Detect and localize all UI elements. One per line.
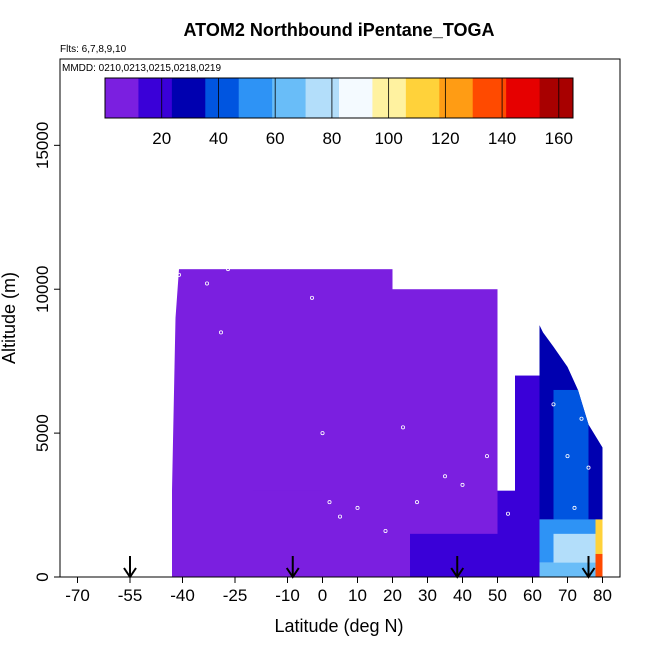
colorbar-tick-label: 20 xyxy=(152,129,171,148)
colorbar: 20 40 60 80 100 120 140 160 xyxy=(104,77,574,148)
colorbar-swatch xyxy=(372,78,407,118)
colorbar-swatch xyxy=(171,78,206,118)
x-tick-label: 50 xyxy=(488,586,507,605)
y-tick-label: 15000 xyxy=(33,122,52,169)
x-tick-label: -40 xyxy=(170,586,195,605)
y-axis: 0 5000 10000 15000 xyxy=(33,122,60,582)
dates-note: MMDD: 0210,0213,0215,0218,0219 xyxy=(62,63,221,74)
x-tick-label: 30 xyxy=(418,586,437,605)
sample-point xyxy=(572,505,577,510)
colorbar-swatch xyxy=(138,78,173,118)
sample-point xyxy=(565,454,570,459)
sample-point xyxy=(309,295,314,300)
x-tick-label: -10 xyxy=(275,586,300,605)
x-tick-label: 10 xyxy=(348,586,367,605)
colorbar-tick-label: 40 xyxy=(209,129,228,148)
colorbar-swatch xyxy=(539,78,574,118)
heatmap-cell xyxy=(392,289,498,577)
plot-frame xyxy=(59,58,621,578)
colorbar-tick-label: 60 xyxy=(266,129,285,148)
x-tick-label: 60 xyxy=(523,586,542,605)
x-axis: -70 -55 -40 -25 -10 0 10 20 30 40 50 60 70 80 xyxy=(65,577,612,605)
x-tick-label: 20 xyxy=(383,586,402,605)
sample-point xyxy=(327,500,332,505)
sample-point xyxy=(414,500,419,505)
colorbar-tick-label: 100 xyxy=(374,129,402,148)
sample-point xyxy=(579,416,584,421)
sample-point xyxy=(355,505,360,510)
x-tick-label: -70 xyxy=(65,586,90,605)
chart-title: ATOM2 Northbound iPentane_TOGA xyxy=(183,20,494,40)
sample-point xyxy=(460,482,465,487)
colorbar-swatch xyxy=(339,78,373,118)
y-tick-label: 0 xyxy=(33,572,52,581)
x-tick-label: -55 xyxy=(118,586,143,605)
heatmap-cell xyxy=(515,375,540,577)
sample-point xyxy=(442,474,447,479)
colorbar-tick-label: 140 xyxy=(488,129,516,148)
colorbar-tick-label: 80 xyxy=(322,129,341,148)
colorbar-tick-label: 120 xyxy=(431,129,459,148)
heatmap-cell xyxy=(595,519,603,554)
sample-point xyxy=(218,330,223,335)
colorbar-swatch xyxy=(105,78,139,118)
colorbar-tick-label: 160 xyxy=(545,129,573,148)
colorbar-swatch xyxy=(205,78,240,118)
flights-note: Flts: 6,7,8,9,10 xyxy=(60,44,127,55)
heatmap-cell xyxy=(427,553,480,577)
colorbar-swatch xyxy=(305,78,340,118)
colorbar-swatch xyxy=(238,78,273,118)
sample-point xyxy=(320,431,325,436)
heatmap-cell xyxy=(595,553,603,577)
colorbar-frame xyxy=(104,77,574,119)
sample-point xyxy=(400,425,405,430)
sample-point xyxy=(551,402,556,407)
sample-point xyxy=(527,344,532,349)
sample-point xyxy=(484,454,489,459)
colorbar-swatch xyxy=(439,78,474,118)
x-tick-label: -25 xyxy=(223,586,248,605)
sample-point xyxy=(586,465,591,470)
x-tick-label: 70 xyxy=(558,586,577,605)
colorbar-swatch xyxy=(506,78,541,118)
colorbar-swatch xyxy=(472,78,507,118)
x-tick-label: 80 xyxy=(593,586,612,605)
x-tick-label: 0 xyxy=(318,586,327,605)
y-axis-label: Altitude (m) xyxy=(0,272,19,364)
heatmap-cells xyxy=(172,269,603,577)
heatmap-cell xyxy=(252,490,323,577)
heatmap-cell xyxy=(539,562,596,577)
sample-points xyxy=(176,267,591,533)
x-tick-label: 40 xyxy=(453,586,472,605)
colorbar-swatch xyxy=(272,78,307,118)
sample-point xyxy=(337,514,342,519)
heatmap-cell xyxy=(553,389,589,534)
y-tick-label: 10000 xyxy=(33,266,52,313)
y-tick-label: 5000 xyxy=(33,414,52,452)
sample-point xyxy=(204,281,209,286)
sample-point xyxy=(176,272,181,277)
sample-point xyxy=(505,511,510,516)
sample-point xyxy=(383,528,388,533)
colorbar-swatch xyxy=(405,78,440,118)
x-axis-label: Latitude (deg N) xyxy=(274,616,403,636)
sample-point xyxy=(225,267,230,272)
